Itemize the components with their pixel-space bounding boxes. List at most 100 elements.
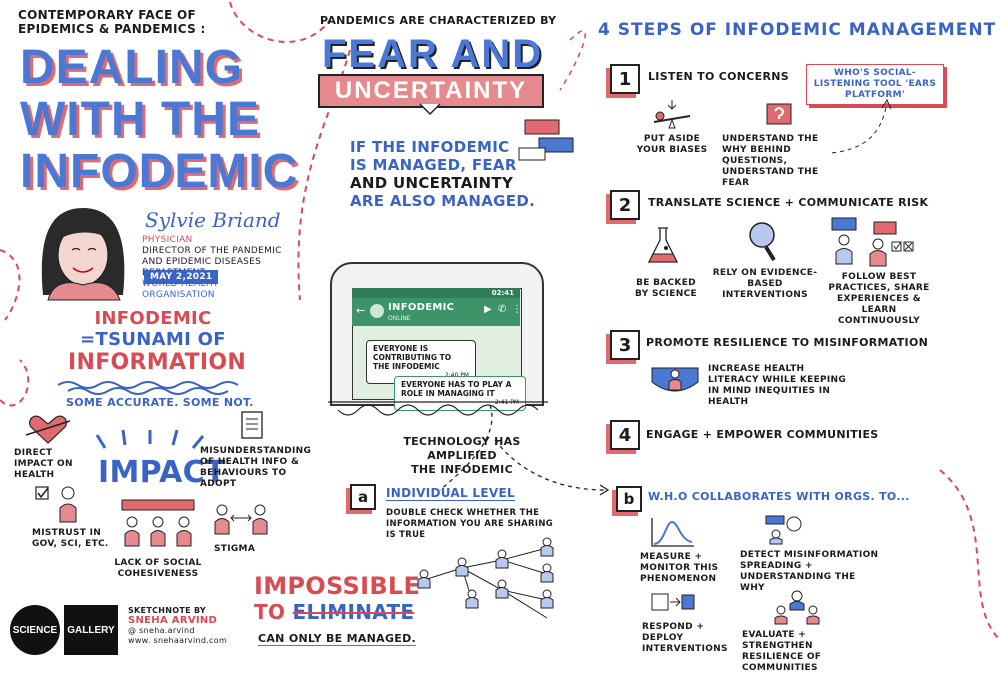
network-people-icon	[417, 537, 554, 619]
step-2-title: TRANSLATE SCIENCE + COMMUNICATE RISK	[648, 196, 929, 209]
managed-line-2: IS MANAGED, FEAR	[350, 156, 517, 174]
shield-person-icon	[651, 367, 699, 392]
speaker-position-1: DIRECTOR OF THE PANDEMIC	[142, 246, 282, 256]
fear-and-text: FEAR AND	[322, 32, 544, 76]
sketch-by: SKETCHNOTE BY	[128, 606, 207, 615]
phone-status-bar: 02:41	[352, 288, 520, 298]
step-1-why: UNDERSTAND THE WHY BEHIND QUESTIONS, UND…	[722, 134, 842, 189]
step-1-biases: PUT ASIDE YOUR BIASES	[636, 134, 708, 155]
sharing-people-icon	[831, 217, 914, 267]
detect-icon	[765, 515, 802, 545]
message-1-time: 2:40 PM	[373, 371, 469, 380]
def-line-2: =TSUNAMI OF	[80, 329, 226, 350]
impact-misunderstanding: MISUNDERSTANDING OF HEALTH INFO & BEHAVI…	[200, 446, 312, 489]
speaker-role: PHYSICIAN	[142, 235, 193, 245]
mistrust-person-icon	[35, 486, 77, 523]
step-1-why-text: UNDERSTAND THE WHY BEHIND QUESTIONS, UND…	[722, 134, 819, 188]
impossible-text: IMPOSSIBLE	[254, 572, 421, 600]
managed-statement: IF THE INFODEMIC IS MANAGED, FEAR AND UN…	[350, 138, 535, 210]
uncertainty-banner: UNCERTAINTY	[318, 74, 544, 108]
def-line-3: INFORMATION	[68, 350, 247, 375]
question-icon	[766, 103, 792, 125]
step-3-title: PROMOTE RESILIENCE TO MISINFORMATION	[646, 336, 929, 349]
step-4-box: 4	[610, 420, 640, 450]
title-line-2: WITH THE	[20, 93, 260, 146]
impact-cohesiveness: LACK OF SOCIAL COHESIVENESS	[114, 558, 202, 579]
speaker-details: PHYSICIAN DIRECTOR OF THE PANDEMIC AND E…	[142, 235, 282, 301]
step-2-box: 2	[610, 190, 640, 220]
document-icon	[241, 411, 263, 439]
stigma-icon	[214, 504, 268, 535]
individual-letter-box: a	[350, 484, 376, 510]
subtitle-line-2: EPIDEMICS & PANDEMICS :	[18, 22, 206, 36]
step-2-science: BE BACKED BY SCIENCE	[635, 278, 697, 299]
speaker-org: WORLD HEALTH ORGANISATION	[142, 279, 218, 300]
step-2-evidence: RELY ON EVIDENCE-BASED INTERVENTIONS	[712, 268, 818, 300]
artist-handle[interactable]: @ sneha.arvind	[128, 626, 195, 635]
graph-icon	[651, 518, 694, 547]
managed-line-3: AND UNCERTAINTY	[350, 174, 514, 192]
who-title: W.H.O COLLABORATES WITH ORGS. TO...	[648, 490, 910, 503]
message-1-text: EVERYONE IS CONTRIBUTING TO THE INFODEMI…	[373, 344, 452, 371]
respond-icon	[651, 593, 695, 611]
dashed-arrow-to-tool	[831, 98, 892, 154]
wave-lines	[57, 381, 239, 395]
who-respond: RESPOND + DEPLOY INTERVENTIONS	[642, 622, 728, 654]
can-only-be-managed: CAN ONLY BE MANAGED.	[258, 632, 417, 646]
impact-mistrust: MISTRUST IN GOV, SCI, ETC.	[32, 528, 109, 549]
step-1-box: 1	[610, 64, 640, 94]
speaker-date-badge: MAY 2,2021	[144, 270, 219, 284]
who-measure: MEASURE + MONITOR THIS PHENOMENON	[640, 552, 719, 584]
step-2-practices: FOLLOW BEST PRACTICES, SHARE EXPERIENCES…	[828, 272, 930, 326]
sketchnote-credit: SKETCHNOTE BY SNEHA ARVIND @ sneha.arvin…	[128, 606, 227, 646]
more-options-icon[interactable]: ⋮	[512, 304, 522, 315]
chat-status: ONLINE	[388, 315, 411, 322]
phone-base-hatching	[328, 401, 548, 416]
cohesiveness-group-icon	[121, 499, 195, 547]
message-2-text: EVERYONE HAS TO PLAY A ROLE IN MANAGING …	[401, 380, 512, 398]
eliminate-word: ELIMINATE	[292, 600, 415, 624]
steps-title: 4 STEPS OF INFODEMIC MANAGEMENT	[598, 20, 997, 40]
step-4-title: ENGAGE + EMPOWER COMMUNITIES	[646, 428, 879, 441]
logo-gallery: GALLERY	[64, 605, 118, 655]
impact-rays	[95, 429, 205, 449]
step-1-title: LISTEN TO CONCERNS	[648, 70, 789, 83]
title-line-1: DEALING	[20, 41, 243, 94]
chat-title: INFODEMIC	[388, 302, 455, 313]
title-line-3: INFODEMIC	[20, 145, 299, 198]
speaker-name: Sylvie Briand	[145, 208, 281, 232]
step-3-box: 3	[610, 330, 640, 360]
managed-line-1: IF THE INFODEMIC	[350, 138, 510, 156]
artist-name: SNEHA ARVIND	[128, 615, 218, 626]
managed-line-4: ARE ALSO MANAGED.	[350, 192, 536, 210]
to-eliminate: TO ELIMINATE	[254, 600, 414, 624]
phone-call-icon[interactable]: ✆	[498, 304, 507, 315]
back-arrow-icon[interactable]: ←	[356, 304, 366, 317]
artist-site[interactable]: www. snehaarvind.com	[128, 636, 228, 645]
step-3-text: INCREASE HEALTH LITERACY WHILE KEEPING I…	[708, 364, 847, 407]
impact-label: IMPACT	[98, 455, 226, 490]
individual-text: DOUBLE CHECK WHETHER THE INFORMATION YOU…	[386, 508, 554, 540]
speech-pointer	[419, 103, 441, 116]
infodemic-definition: INFODEMIC =TSUNAMI OF INFORMATION	[68, 308, 247, 375]
who-letter-box: b	[616, 486, 642, 512]
def-line-4: SOME ACCURATE. SOME NOT.	[66, 396, 254, 409]
flask-icon	[647, 227, 679, 263]
who-evaluate: EVALUATE + STRENGTHEN RESILIENCE OF COMM…	[742, 630, 822, 673]
to-word: TO	[254, 600, 286, 624]
video-call-icon[interactable]: ▶	[484, 304, 492, 315]
main-title: DEALING WITH THE INFODEMIC	[20, 44, 298, 196]
chat-header: ← INFODEMIC ONLINE ▶ ✆ ⋮	[352, 298, 522, 326]
who-detect: DETECT MISINFORMATION SPREADING + UNDERS…	[740, 550, 879, 593]
step-1-tool-box: WHO'S SOCIAL-LISTENING TOOL 'EARS PLATFO…	[806, 64, 944, 105]
chat-avatar	[370, 304, 384, 318]
impact-direct: DIRECT IMPACT ON HEALTH	[14, 448, 73, 480]
branch-arrows	[439, 404, 610, 496]
tech-line-1: TECHNOLOGY HAS AMPLIFIED	[403, 435, 521, 462]
science-gallery-logo: SCIENCE GALLERY	[10, 605, 118, 655]
individual-title: INDIVIDUAL LEVEL	[386, 486, 515, 501]
speaker-portrait	[41, 208, 125, 301]
subtitle: CONTEMPORARY FACE OF EPIDEMICS & PANDEMI…	[18, 8, 206, 36]
chat-bubbles-icon	[518, 119, 574, 161]
magnifier-icon	[749, 222, 776, 262]
